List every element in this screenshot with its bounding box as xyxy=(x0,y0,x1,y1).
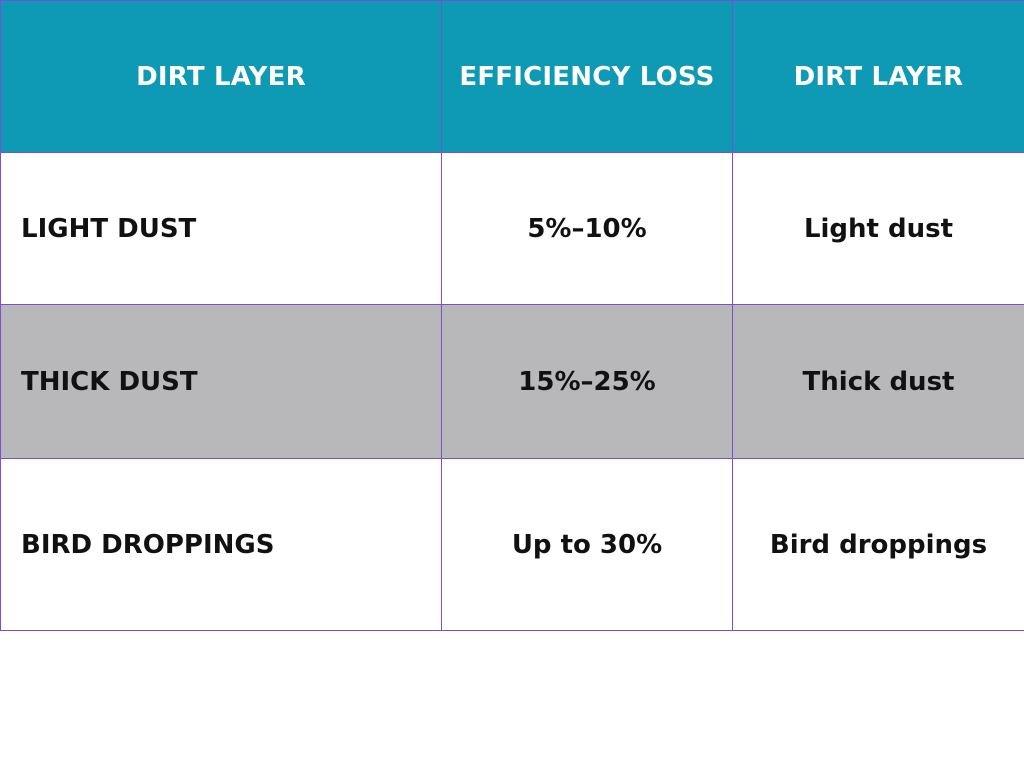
row-efficiency-loss: 15%–25% xyxy=(441,304,733,459)
table-row: LIGHT DUST 5%–10% Light dust xyxy=(0,152,1024,305)
dirt-efficiency-table: DIRT LAYER EFFICIENCY LOSS DIRT LAYER LI… xyxy=(0,0,1024,631)
row-dirt-name: Light dust xyxy=(732,152,1024,305)
row-dirt-type: LIGHT DUST xyxy=(0,152,442,305)
row-dirt-type: THICK DUST xyxy=(0,304,442,459)
row-efficiency-loss: 5%–10% xyxy=(441,152,733,305)
header-row: DIRT LAYER EFFICIENCY LOSS DIRT LAYER xyxy=(0,0,1024,153)
header-dirt-layer-2: DIRT LAYER xyxy=(732,0,1024,153)
table-header: DIRT LAYER EFFICIENCY LOSS DIRT LAYER xyxy=(0,0,1024,153)
row-dirt-name: Bird droppings xyxy=(732,458,1024,631)
table-body: LIGHT DUST 5%–10% Light dust THICK DUST … xyxy=(0,152,1024,631)
row-dirt-name: Thick dust xyxy=(732,304,1024,459)
header-efficiency-loss: EFFICIENCY LOSS xyxy=(441,0,733,153)
table-row: THICK DUST 15%–25% Thick dust xyxy=(0,304,1024,459)
table-row: BIRD DROPPINGS Up to 30% Bird droppings xyxy=(0,458,1024,631)
row-dirt-type: BIRD DROPPINGS xyxy=(0,458,442,631)
row-efficiency-loss: Up to 30% xyxy=(441,458,733,631)
header-dirt-layer: DIRT LAYER xyxy=(0,0,442,153)
